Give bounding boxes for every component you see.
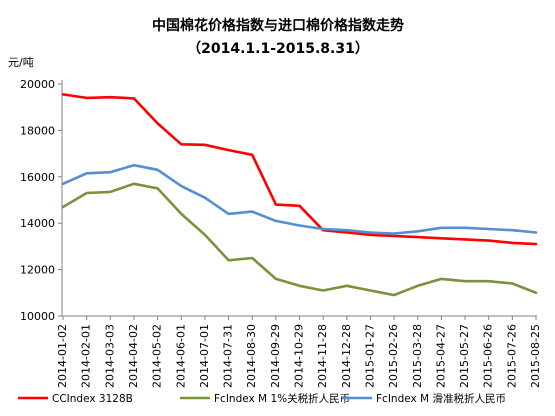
- x-tick-label: 2014-10-29: [293, 324, 306, 388]
- legend-label: CCIndex 3128B: [52, 393, 133, 405]
- y-tick-label: 12000: [20, 264, 55, 277]
- y-tick-label: 10000: [20, 310, 55, 323]
- x-tick-label: 2014-12-28: [340, 324, 353, 388]
- y-tick-label: 20000: [20, 78, 55, 91]
- y-tick-label: 14000: [20, 217, 55, 230]
- legend: CCIndex 3128B FcIndex M 1%关税折人民币 FcIndex M…: [18, 392, 506, 405]
- y-tick-label: 16000: [20, 171, 55, 184]
- x-tick-label: 2014-11-28: [316, 324, 329, 388]
- x-tick-label: 2014-04-02: [127, 324, 140, 388]
- chart-title: 中国棉花价格指数与进口棉价格指数走势: [152, 17, 404, 34]
- x-tick-label: 2014-05-02: [151, 324, 164, 388]
- series-line: [61, 93, 538, 246]
- plot-area: 10000 12000 14000 16000 18000 20000 2014-01-02…: [20, 78, 542, 388]
- x-tick-label: 2014-09-29: [269, 324, 282, 388]
- x-tick-label: 2015-08-25: [529, 324, 542, 388]
- x-tick-label: 2014-07-01: [198, 324, 211, 388]
- y-axis-label: 元/吨: [8, 56, 34, 69]
- x-tick-label: 2014-02-01: [80, 324, 93, 388]
- x-tick-label: 2015-06-26: [482, 324, 495, 388]
- x-tick-label: 2015-05-27: [458, 324, 471, 388]
- x-tick-label: 2015-04-27: [434, 324, 447, 388]
- x-tick-label: 2015-02-26: [387, 324, 400, 388]
- x-tick-label: 2014-08-30: [245, 324, 258, 388]
- x-tick-label: 2014-03-03: [103, 324, 116, 388]
- x-tick-label: 2015-01-27: [363, 324, 376, 388]
- legend-label: FcIndex M 1%关税折人民币: [214, 392, 350, 405]
- series-line: [61, 163, 538, 235]
- x-tick-label: 2015-07-26: [505, 324, 518, 388]
- y-tick-label: 18000: [20, 124, 55, 137]
- series-line: [61, 182, 538, 297]
- legend-label: FcIndex M 滑准税折人民币: [376, 392, 506, 405]
- x-tick-label: 2014-01-02: [56, 324, 69, 388]
- x-tick-label: 2014-06-01: [174, 324, 187, 388]
- x-tick-label: 2015-03-28: [411, 324, 424, 388]
- x-tick-label: 2014-07-31: [222, 324, 235, 388]
- chart-subtitle: （2014.1.1-2015.8.31）: [187, 41, 369, 57]
